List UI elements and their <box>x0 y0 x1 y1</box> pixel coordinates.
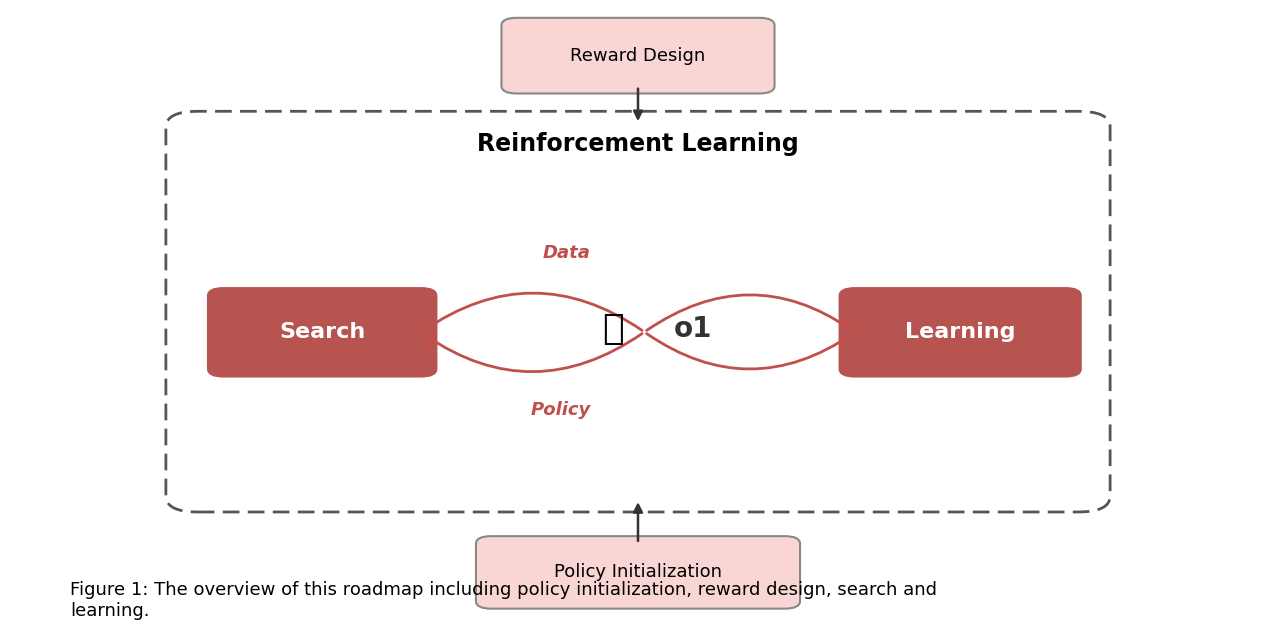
Text: Search: Search <box>279 322 365 342</box>
Text: Data: Data <box>542 244 591 262</box>
Text: Policy Initialization: Policy Initialization <box>554 563 722 581</box>
FancyBboxPatch shape <box>501 18 775 93</box>
FancyBboxPatch shape <box>208 288 436 377</box>
Text: Learning: Learning <box>905 322 1016 342</box>
Text: o1: o1 <box>674 315 712 343</box>
Text: Reinforcement Learning: Reinforcement Learning <box>477 132 799 156</box>
Text: Figure 1: The overview of this roadmap including policy initialization, reward d: Figure 1: The overview of this roadmap i… <box>70 581 937 620</box>
Text: Policy: Policy <box>531 401 591 419</box>
Text: Reward Design: Reward Design <box>570 46 706 65</box>
FancyBboxPatch shape <box>840 288 1081 377</box>
FancyBboxPatch shape <box>476 536 800 609</box>
Text: 🍓: 🍓 <box>602 312 623 346</box>
